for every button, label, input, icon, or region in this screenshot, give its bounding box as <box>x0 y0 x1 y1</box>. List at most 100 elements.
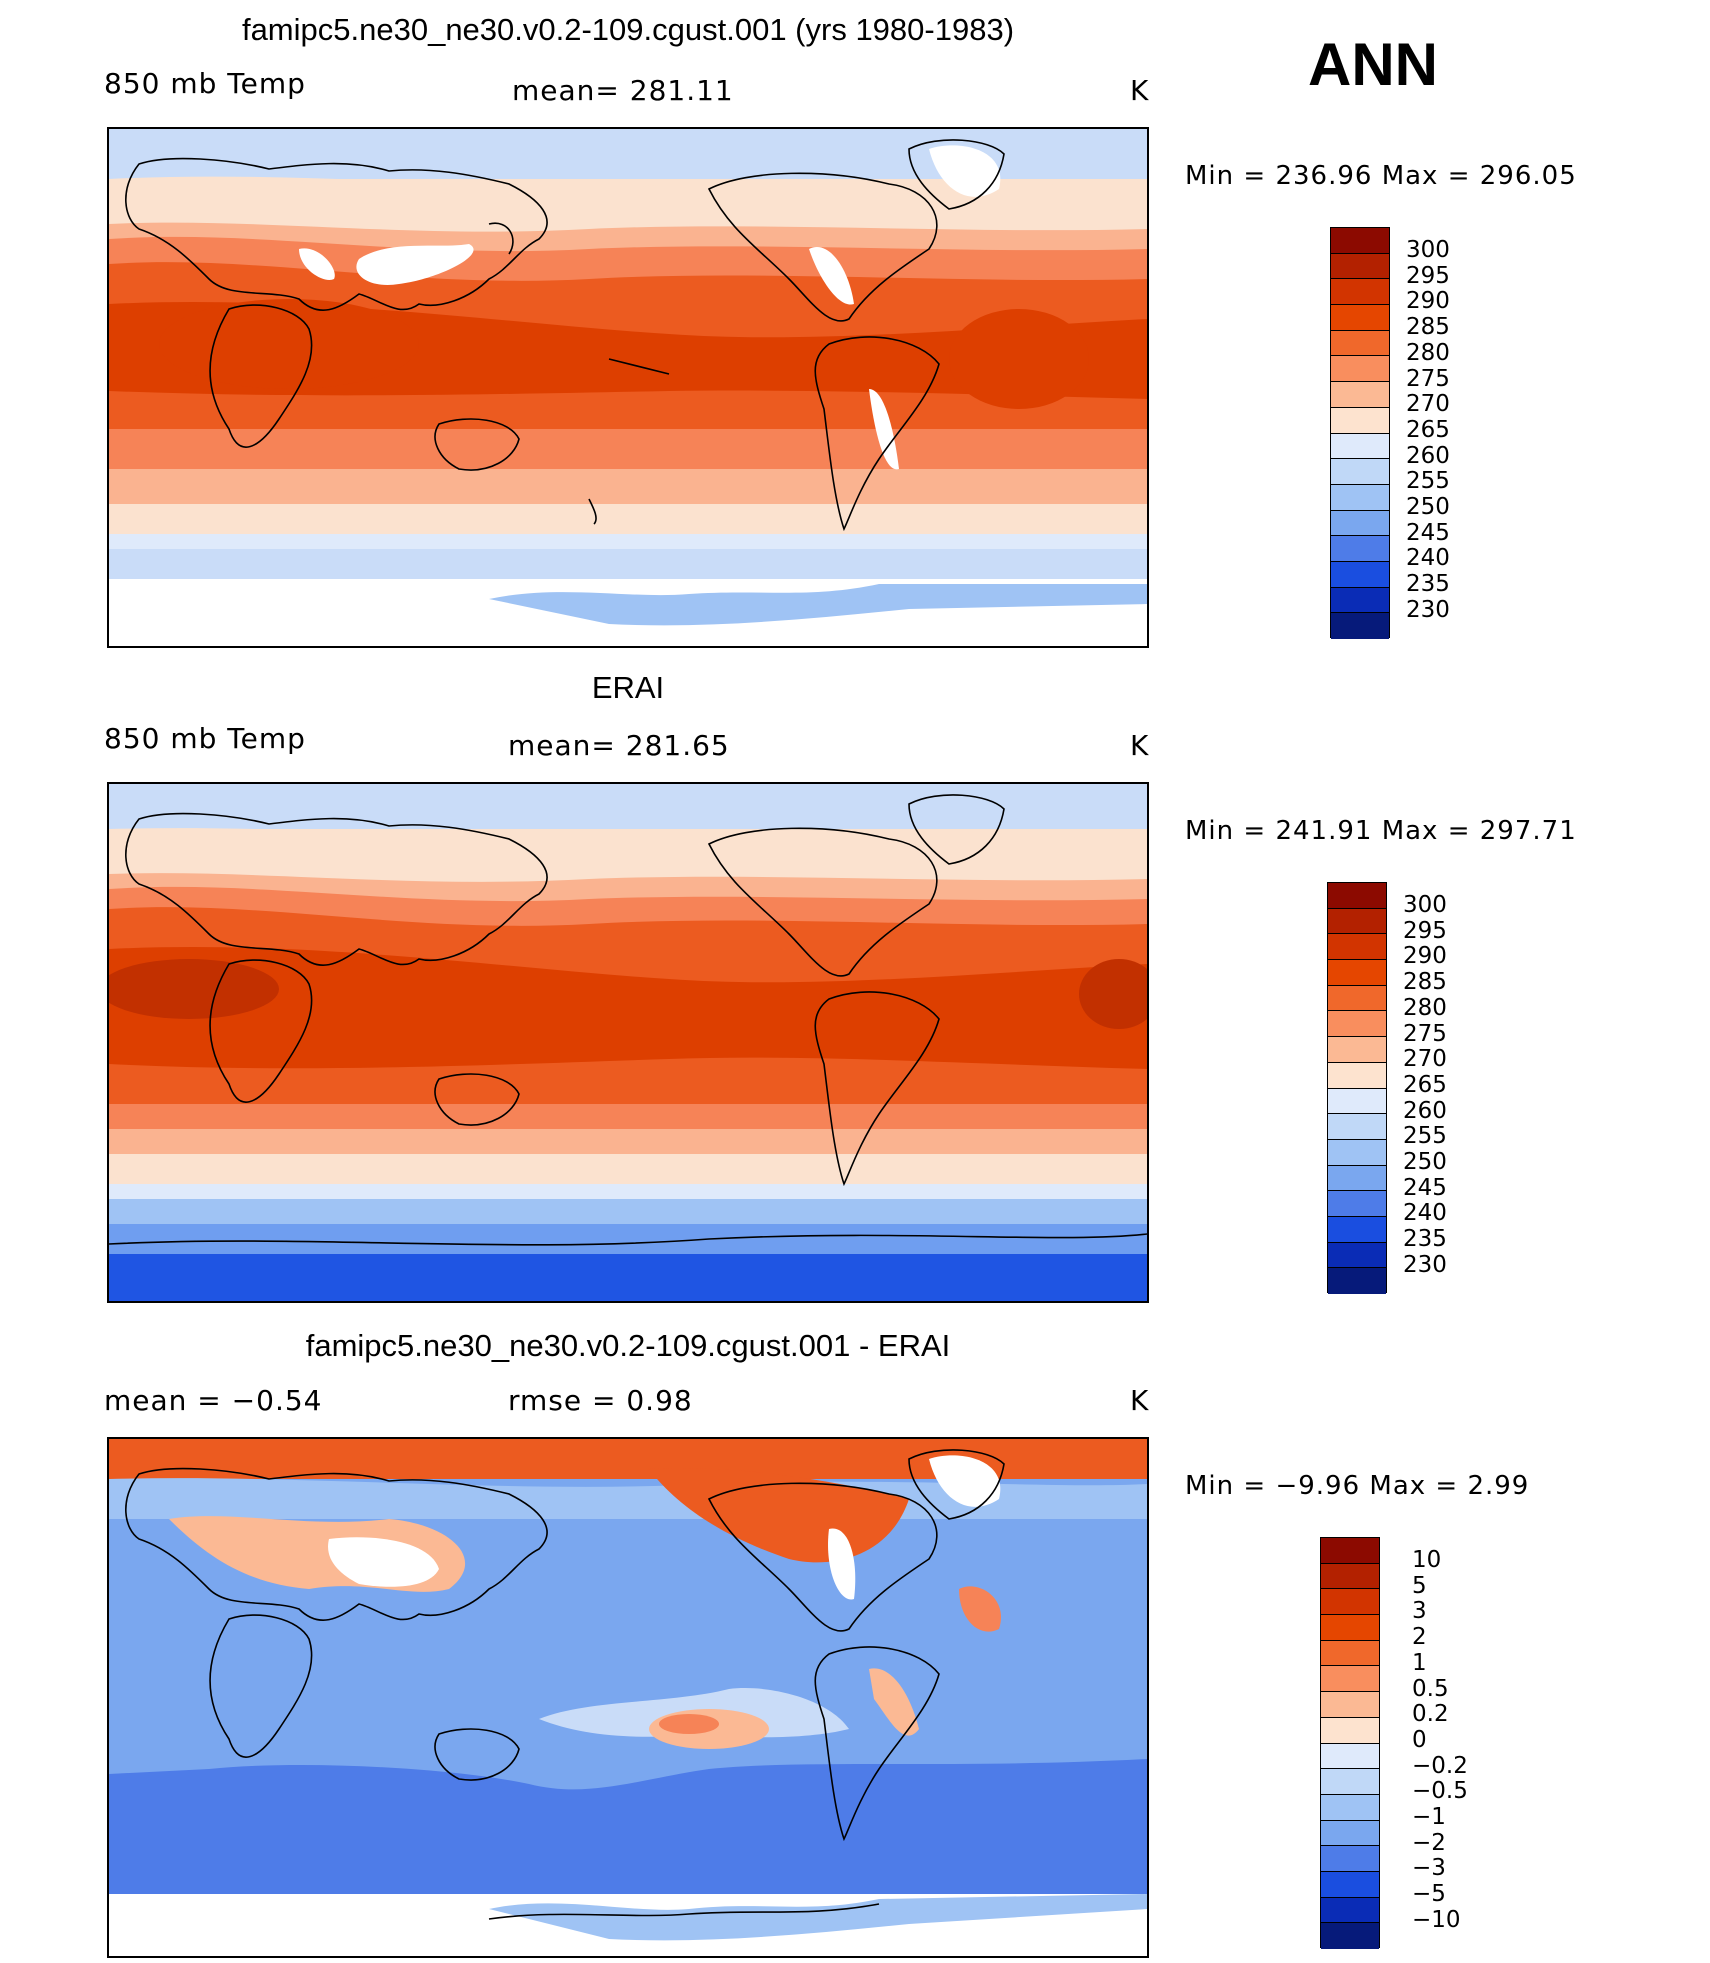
colorbar-swatch <box>1328 1216 1386 1243</box>
colorbar-label: −1 <box>1412 1804 1446 1830</box>
colorbar-swatch <box>1321 1846 1379 1872</box>
colorbar-label: 270 <box>1403 1046 1447 1073</box>
colorbar-swatch <box>1331 279 1389 306</box>
colorbar-swatch <box>1328 1114 1386 1140</box>
colorbar-label: 0.5 <box>1412 1675 1449 1702</box>
panel-3-map <box>107 1437 1149 1958</box>
colorbar-label: 230 <box>1403 1251 1447 1278</box>
colorbar-label: 290 <box>1406 288 1450 315</box>
colorbar-label: 0 <box>1412 1726 1427 1753</box>
panel-3-rmse-label: rmse = 0.98 <box>508 1384 693 1417</box>
colorbar-swatch <box>1328 883 1386 909</box>
panel-3-units: K <box>1130 1384 1150 1417</box>
panel-2-minmax: Min = 241.91 Max = 297.71 <box>1185 816 1577 846</box>
colorbar-swatch <box>1328 1268 1386 1294</box>
colorbar-label: 275 <box>1403 1020 1447 1047</box>
colorbar-swatch <box>1331 330 1389 357</box>
colorbar-swatch <box>1321 1589 1379 1616</box>
colorbar-label: 285 <box>1403 969 1447 996</box>
colorbar-label: 255 <box>1406 468 1450 495</box>
colorbar-label: 245 <box>1406 519 1450 546</box>
colorbar-label: 2 <box>1412 1624 1427 1651</box>
colorbar-swatch <box>1321 1692 1379 1718</box>
colorbar-swatch <box>1331 536 1389 562</box>
colorbar-label: 5 <box>1412 1572 1427 1599</box>
colorbar-swatch <box>1328 1062 1386 1089</box>
colorbar-swatch <box>1321 1538 1379 1564</box>
panel-2-mean-label: mean= 281.65 <box>508 729 730 762</box>
colorbar-swatch <box>1331 407 1389 434</box>
colorbar-swatch <box>1321 1923 1379 1949</box>
panel-3-title: famipc5.ne30_ne30.v0.2-109.cgust.001 - E… <box>305 1328 951 1363</box>
panel-2-title: ERAI <box>591 670 665 705</box>
colorbar-swatch <box>1331 253 1389 280</box>
colorbar-label: 285 <box>1406 314 1450 341</box>
colorbar-label: 240 <box>1406 545 1450 572</box>
colorbar-label: −2 <box>1412 1829 1446 1856</box>
colorbar-swatch <box>1328 934 1386 961</box>
panel-2-variable-label: 850 mb Temp <box>104 722 306 755</box>
colorbar-label: 270 <box>1406 391 1450 418</box>
panel-3-mean-label: mean = −0.54 <box>104 1384 323 1417</box>
colorbar-label: 295 <box>1403 917 1447 944</box>
panel-3-colorbar <box>1320 1537 1380 1949</box>
colorbar-swatch <box>1331 382 1389 408</box>
colorbar-swatch <box>1321 1743 1379 1770</box>
panel-1-map <box>107 127 1149 648</box>
colorbar-label: 240 <box>1403 1200 1447 1227</box>
colorbar-swatch <box>1321 1871 1379 1898</box>
colorbar-label: 265 <box>1406 416 1450 443</box>
colorbar-swatch <box>1321 1769 1379 1795</box>
colorbar-label: 235 <box>1406 571 1450 598</box>
colorbar-label: −10 <box>1412 1906 1461 1933</box>
colorbar-swatch <box>1331 510 1389 537</box>
colorbar-swatch <box>1328 1011 1386 1038</box>
colorbar-swatch <box>1328 1139 1386 1166</box>
colorbar-label: 265 <box>1403 1071 1447 1098</box>
colorbar-label: 260 <box>1406 442 1450 469</box>
colorbar-label: −0.2 <box>1412 1752 1468 1779</box>
colorbar-label: 235 <box>1403 1226 1447 1253</box>
colorbar-swatch <box>1328 1191 1386 1217</box>
colorbar-swatch <box>1328 1165 1386 1192</box>
panel-1-colorbar <box>1330 227 1390 639</box>
colorbar-label: 260 <box>1403 1097 1447 1124</box>
panel-2-units: K <box>1130 729 1150 762</box>
colorbar-label: 250 <box>1406 494 1450 520</box>
colorbar-swatch <box>1321 1794 1379 1821</box>
colorbar-swatch <box>1328 960 1386 986</box>
colorbar-label: 250 <box>1403 1149 1447 1175</box>
colorbar-label: 300 <box>1403 892 1447 918</box>
colorbar-label: 10 <box>1412 1547 1442 1573</box>
colorbar-swatch <box>1331 305 1389 331</box>
panel-1-units: K <box>1130 74 1150 107</box>
colorbar-swatch <box>1331 613 1389 639</box>
colorbar-swatch <box>1321 1820 1379 1847</box>
colorbar-swatch <box>1331 587 1389 614</box>
panel-3-minmax: Min = −9.96 Max = 2.99 <box>1185 1471 1530 1501</box>
colorbar-label: −5 <box>1412 1881 1446 1908</box>
colorbar-swatch <box>1321 1640 1379 1667</box>
colorbar-label: 295 <box>1406 262 1450 289</box>
colorbar-swatch <box>1328 1242 1386 1269</box>
colorbar-swatch <box>1321 1563 1379 1590</box>
colorbar-label: 300 <box>1406 237 1450 263</box>
colorbar-swatch <box>1331 228 1389 254</box>
colorbar-label: 3 <box>1412 1598 1427 1625</box>
colorbar-swatch <box>1321 1897 1379 1924</box>
panel-1-variable-label: 850 mb Temp <box>104 67 306 100</box>
panel-1-title: famipc5.ne30_ne30.v0.2-109.cgust.001 (yr… <box>241 12 1015 47</box>
colorbar-swatch <box>1331 484 1389 511</box>
colorbar-label: 290 <box>1403 943 1447 970</box>
colorbar-swatch <box>1331 433 1389 460</box>
colorbar-label: 0.2 <box>1412 1701 1449 1728</box>
colorbar-swatch <box>1331 356 1389 383</box>
colorbar-swatch <box>1321 1615 1379 1641</box>
colorbar-label: 245 <box>1403 1174 1447 1201</box>
colorbar-swatch <box>1328 1088 1386 1115</box>
colorbar-swatch <box>1331 561 1389 588</box>
colorbar-label: −0.5 <box>1412 1778 1468 1805</box>
colorbar-label: 280 <box>1403 994 1447 1021</box>
season-label: ANN <box>1308 31 1438 98</box>
colorbar-swatch <box>1321 1717 1379 1744</box>
